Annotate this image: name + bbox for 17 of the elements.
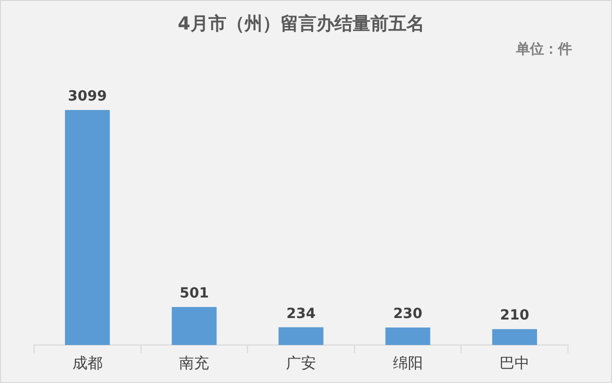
x-tick-label: 绵阳 (392, 354, 423, 372)
bar (278, 327, 324, 345)
x-tick-label: 成都 (72, 354, 102, 372)
x-tick-label: 南充 (179, 354, 210, 372)
x-tick-label: 广安 (286, 354, 316, 372)
bar (64, 110, 110, 345)
data-label: 210 (500, 308, 530, 324)
data-label: 3099 (68, 88, 107, 105)
chart-title: 4月市（州）留言办结量前五名 (178, 13, 424, 34)
data-label: 501 (180, 286, 209, 302)
bar (172, 307, 217, 345)
data-label: 234 (286, 306, 316, 322)
x-tick-label: 巴中 (500, 354, 530, 372)
bar (492, 329, 538, 345)
text: 单位：件 (515, 42, 572, 58)
data-label: 230 (393, 306, 423, 322)
bar (385, 328, 430, 345)
